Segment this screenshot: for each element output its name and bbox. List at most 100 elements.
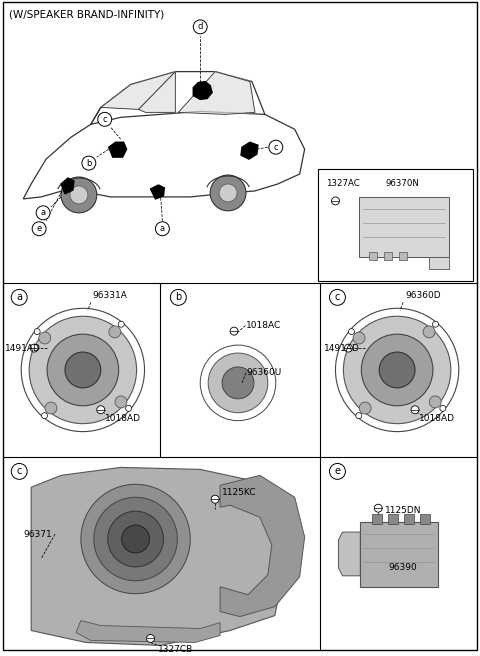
Circle shape [348,329,354,335]
Circle shape [146,634,155,642]
Circle shape [156,222,169,236]
Text: 96390: 96390 [388,564,417,572]
Circle shape [118,321,124,327]
Polygon shape [151,185,165,199]
Circle shape [208,353,268,413]
Circle shape [70,186,88,204]
Circle shape [411,406,419,414]
Circle shape [219,184,237,202]
Text: e: e [36,224,42,234]
Text: c: c [274,143,278,152]
Text: 96331A: 96331A [93,291,128,300]
Text: e: e [335,466,340,476]
Circle shape [39,332,51,344]
Bar [372,514,382,524]
Circle shape [211,495,219,503]
Text: 1018AD: 1018AD [105,414,141,422]
Circle shape [356,413,362,419]
Circle shape [429,396,441,408]
Circle shape [21,308,144,432]
Circle shape [61,177,97,213]
Bar [369,252,377,260]
Text: b: b [175,293,181,302]
Text: 96360D: 96360D [405,291,441,300]
Text: 1125KC: 1125KC [222,488,257,497]
Text: c: c [16,466,22,476]
Circle shape [343,316,451,424]
Polygon shape [139,72,175,112]
Text: b: b [86,159,92,167]
Circle shape [45,402,57,414]
Polygon shape [193,81,212,100]
Circle shape [210,175,246,211]
Bar [318,169,473,281]
Polygon shape [61,178,74,194]
Text: c: c [102,115,107,124]
Text: (W/SPEAKER BRAND-INFINITY): (W/SPEAKER BRAND-INFINITY) [9,10,165,20]
Polygon shape [338,532,360,576]
Circle shape [11,463,27,480]
Circle shape [82,156,96,170]
Circle shape [345,344,352,352]
Circle shape [115,396,127,408]
Circle shape [332,197,339,205]
Circle shape [65,352,101,388]
Text: 1491AD: 1491AD [324,344,360,352]
Circle shape [329,289,346,305]
Circle shape [47,334,119,406]
Text: 1125DN: 1125DN [385,506,422,515]
Polygon shape [429,256,449,268]
Circle shape [126,405,132,411]
Polygon shape [76,621,220,642]
Text: 1018AC: 1018AC [246,321,281,330]
Circle shape [200,345,276,420]
Circle shape [193,20,207,34]
Text: c: c [335,293,340,302]
Circle shape [121,525,149,553]
Circle shape [353,332,365,344]
Bar [420,514,430,524]
Bar [399,252,407,260]
Text: 1327CB: 1327CB [158,646,194,655]
Bar [360,522,438,586]
Circle shape [359,402,371,414]
Circle shape [361,334,433,406]
Circle shape [42,413,48,419]
Bar [388,514,398,524]
Circle shape [32,222,46,236]
Text: 1327AC: 1327AC [325,179,359,188]
Circle shape [94,497,177,581]
Circle shape [432,321,438,327]
Circle shape [98,112,112,127]
Circle shape [336,308,459,432]
Text: 96371: 96371 [23,529,52,539]
Polygon shape [101,72,175,110]
Circle shape [97,406,105,414]
Polygon shape [31,468,295,646]
Circle shape [269,140,283,154]
Circle shape [170,289,186,305]
Circle shape [374,504,382,512]
Circle shape [230,327,238,335]
Polygon shape [23,112,305,199]
Text: 96360U: 96360U [246,369,281,377]
Circle shape [36,206,50,220]
Circle shape [30,344,38,352]
Circle shape [108,511,163,567]
Circle shape [81,484,190,594]
Circle shape [11,289,27,305]
Circle shape [34,329,40,335]
Circle shape [423,326,435,338]
Bar [360,197,449,256]
Text: a: a [160,224,165,234]
Circle shape [379,352,415,388]
Polygon shape [109,142,127,157]
Text: 1018AD: 1018AD [419,414,455,422]
Circle shape [29,316,137,424]
Text: d: d [198,22,203,31]
Bar [384,252,392,260]
Circle shape [109,326,121,338]
Polygon shape [241,142,258,159]
Polygon shape [179,72,255,114]
Polygon shape [220,476,305,617]
